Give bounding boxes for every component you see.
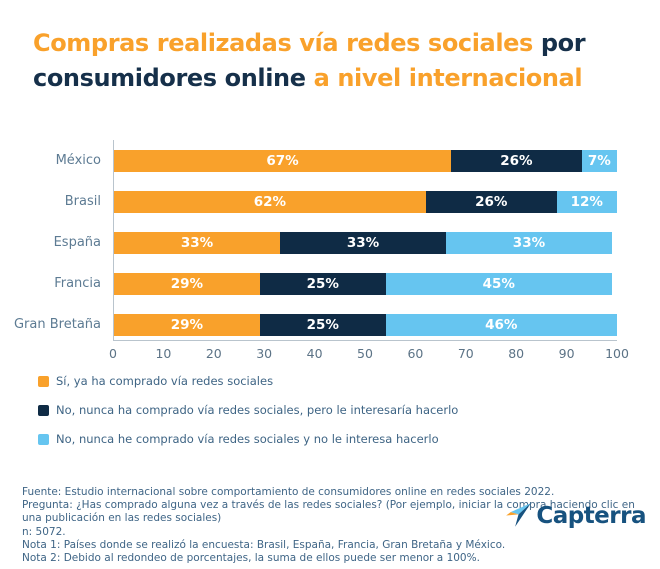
bar-value-label: 33% xyxy=(512,235,546,251)
category-label: Francia xyxy=(54,276,101,291)
category-label: Gran Bretaña xyxy=(13,317,101,332)
bar-segment: 46% xyxy=(385,314,617,336)
bar-value-label: 46% xyxy=(485,317,518,333)
x-tick-label: 20 xyxy=(205,346,222,361)
bar-value-label: 33% xyxy=(180,235,214,251)
x-tick-label: 60 xyxy=(407,346,424,361)
chart-title-segment: por xyxy=(540,29,586,57)
bar-segment: 26% xyxy=(425,191,557,213)
x-tick-label: 70 xyxy=(457,346,474,361)
chart-title-segment: a nivel internacional xyxy=(313,64,583,92)
x-tick-label: 50 xyxy=(357,346,373,361)
bar-segment: 62% xyxy=(114,191,426,213)
bar-segment: 33% xyxy=(279,232,446,254)
bar-segment: 45% xyxy=(385,273,612,295)
footer-note-line: n: 5072. xyxy=(22,525,66,538)
bar-value-label: 7% xyxy=(587,153,611,169)
bar-value-label: 29% xyxy=(170,276,204,292)
legend-item: No, nunca he comprado vía redes sociales… xyxy=(38,432,439,446)
category-label: México xyxy=(55,153,101,168)
bar-row: 33% 33% 33% xyxy=(114,232,617,254)
x-tick-label: 100 xyxy=(605,346,629,361)
bar-segment: 29% xyxy=(114,273,260,295)
legend-swatch xyxy=(38,404,49,416)
bar-segment: 25% xyxy=(259,314,386,336)
bar-value-label: 26% xyxy=(500,153,533,169)
bar-value-label: 12% xyxy=(570,194,603,210)
bar-segment: 12% xyxy=(556,191,617,213)
chart-title-segment: Compras realizadas vía redes sociales xyxy=(33,29,541,57)
chart-title-line: consumidores online a nivel internaciona… xyxy=(33,61,648,96)
footer-note-line: una publicación en las redes sociales) xyxy=(22,512,222,525)
plot-area: 67% 26% 7% 62% 26% 12% 33% 33% 33% 29% 25% 45% 29% 25… xyxy=(113,140,617,341)
x-tick-label: 40 xyxy=(306,346,323,361)
category-label: Brasil xyxy=(64,194,101,209)
category-axis-labels: México Brasil España Francia Gran Bretaña xyxy=(0,140,107,341)
bar-value-label: 62% xyxy=(253,194,287,210)
bar-row: 62% 26% 12% xyxy=(114,191,617,213)
legend-item: No, nunca ha comprado vía redes sociales… xyxy=(38,403,458,417)
footer-note-line: Nota 1: Países donde se realizó la encue… xyxy=(22,538,506,551)
bar-value-label: 25% xyxy=(306,317,339,333)
bar-row: 67% 26% 7% xyxy=(114,150,617,172)
x-tick-label: 10 xyxy=(155,346,172,361)
x-tick-label: 30 xyxy=(256,346,273,361)
category-label: España xyxy=(53,235,101,250)
bar-value-label: 33% xyxy=(346,235,380,251)
footer-note-line: Nota 2: Debido al redondeo de porcentaje… xyxy=(22,552,480,565)
bar-segment: 26% xyxy=(451,150,582,172)
bar-value-label: 67% xyxy=(266,153,299,169)
bar-value-label: 26% xyxy=(475,194,508,210)
x-axis-ticks: 0 10 20 30 40 50 60 70 80 90 100 xyxy=(109,346,629,366)
bar-segment: 29% xyxy=(114,314,260,336)
x-tick-label: 80 xyxy=(508,346,525,361)
bar-row: 29% 25% 46% xyxy=(114,314,617,336)
capterra-logo-text: Capterra xyxy=(536,502,646,529)
footer-note-line: Pregunta: ¿Has comprado alguna vez a tra… xyxy=(22,499,635,512)
bar-row: 29% 25% 45% xyxy=(114,273,617,295)
chart-title: Compras realizadas vía redes sociales po… xyxy=(33,26,648,96)
bar-value-label: 29% xyxy=(170,317,204,333)
x-tick-label: 90 xyxy=(558,346,575,361)
capterra-arrow-icon xyxy=(506,503,532,527)
bar-segment: 7% xyxy=(581,150,617,172)
legend-swatch xyxy=(38,433,49,445)
footer-note-line: Fuente: Estudio internacional sobre comp… xyxy=(22,486,555,498)
bar-segment: 25% xyxy=(259,273,386,295)
bar-value-label: 25% xyxy=(306,276,339,292)
chart-title-segment: consumidores online xyxy=(33,64,314,92)
legend-label: Sí, ya ha comprado vía redes sociales xyxy=(56,374,274,388)
stacked-bar-chart: México Brasil España Francia Gran Bretaña 67… xyxy=(0,140,660,370)
bar-segment: 33% xyxy=(114,232,280,254)
legend-label: No, nunca he comprado vía redes sociales… xyxy=(56,432,439,446)
chart-title-line: Compras realizadas vía redes sociales po… xyxy=(33,26,648,61)
capterra-logo: Capterra xyxy=(505,502,646,529)
legend-item: Sí, ya ha comprado vía redes sociales xyxy=(38,374,273,388)
legend-swatch xyxy=(38,375,49,387)
footer-notes: Fuente: Estudio internacional sobre comp… xyxy=(22,486,635,565)
x-tick-label: 0 xyxy=(109,346,117,361)
bar-segment: 33% xyxy=(445,232,612,254)
legend-label: No, nunca ha comprado vía redes sociales… xyxy=(56,403,459,417)
bar-segment: 67% xyxy=(114,150,451,172)
bar-value-label: 45% xyxy=(482,276,515,292)
